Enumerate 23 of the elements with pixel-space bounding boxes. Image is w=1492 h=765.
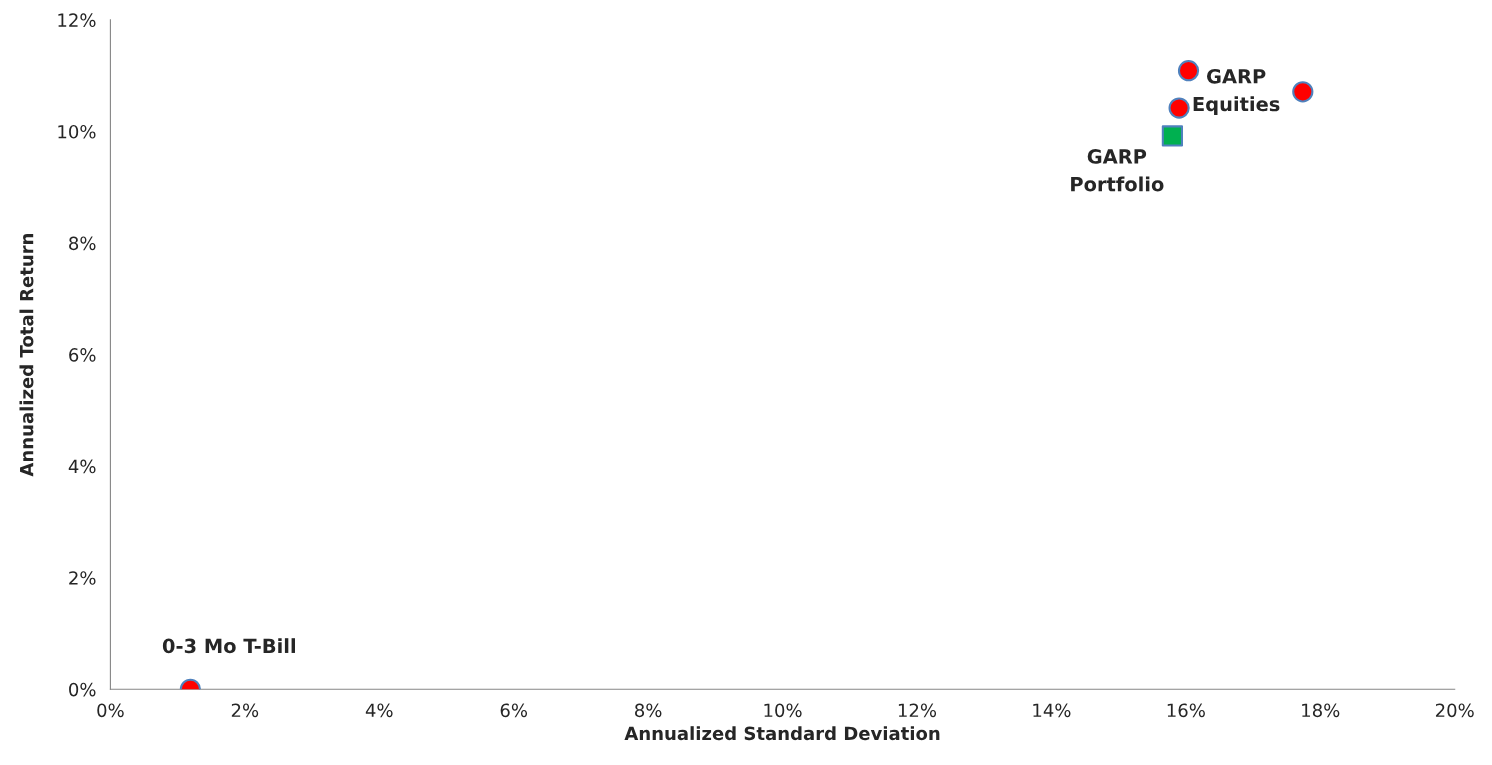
annotation: GARP Portfolio	[1071, 149, 1164, 192]
x-tick-label: 4%	[365, 703, 393, 718]
y-tick-label: 10%	[58, 124, 96, 139]
annotation: 0-3 Mo T-Bill	[162, 638, 295, 654]
x-axis-title: Annualized Standard Deviation	[624, 726, 940, 741]
y-tick-label: 6%	[69, 348, 96, 362]
y-tick-label: 0%	[69, 682, 96, 697]
x-tick-label: 10%	[764, 703, 802, 718]
x-tick-label: 2%	[231, 703, 259, 718]
x-tick-label: 6%	[500, 703, 528, 718]
annotation: GARP Equities	[1193, 68, 1280, 116]
x-tick-label: 20%	[1435, 703, 1474, 718]
y-tick-label: 2%	[69, 571, 96, 585]
x-tick-label: 14%	[1033, 703, 1071, 718]
y-tick-label: 12%	[58, 13, 96, 28]
x-tick-label: 0%	[97, 703, 124, 718]
x-tick-label: 12%	[898, 703, 937, 718]
y-axis-title: Annualized Total Return	[19, 233, 34, 477]
x-tick-label: 16%	[1167, 703, 1205, 718]
x-tick-label: 8%	[635, 703, 662, 718]
y-tick-label: 4%	[68, 459, 96, 474]
x-tick-label: 18%	[1302, 703, 1340, 718]
y-tick-label: 8%	[69, 236, 96, 251]
